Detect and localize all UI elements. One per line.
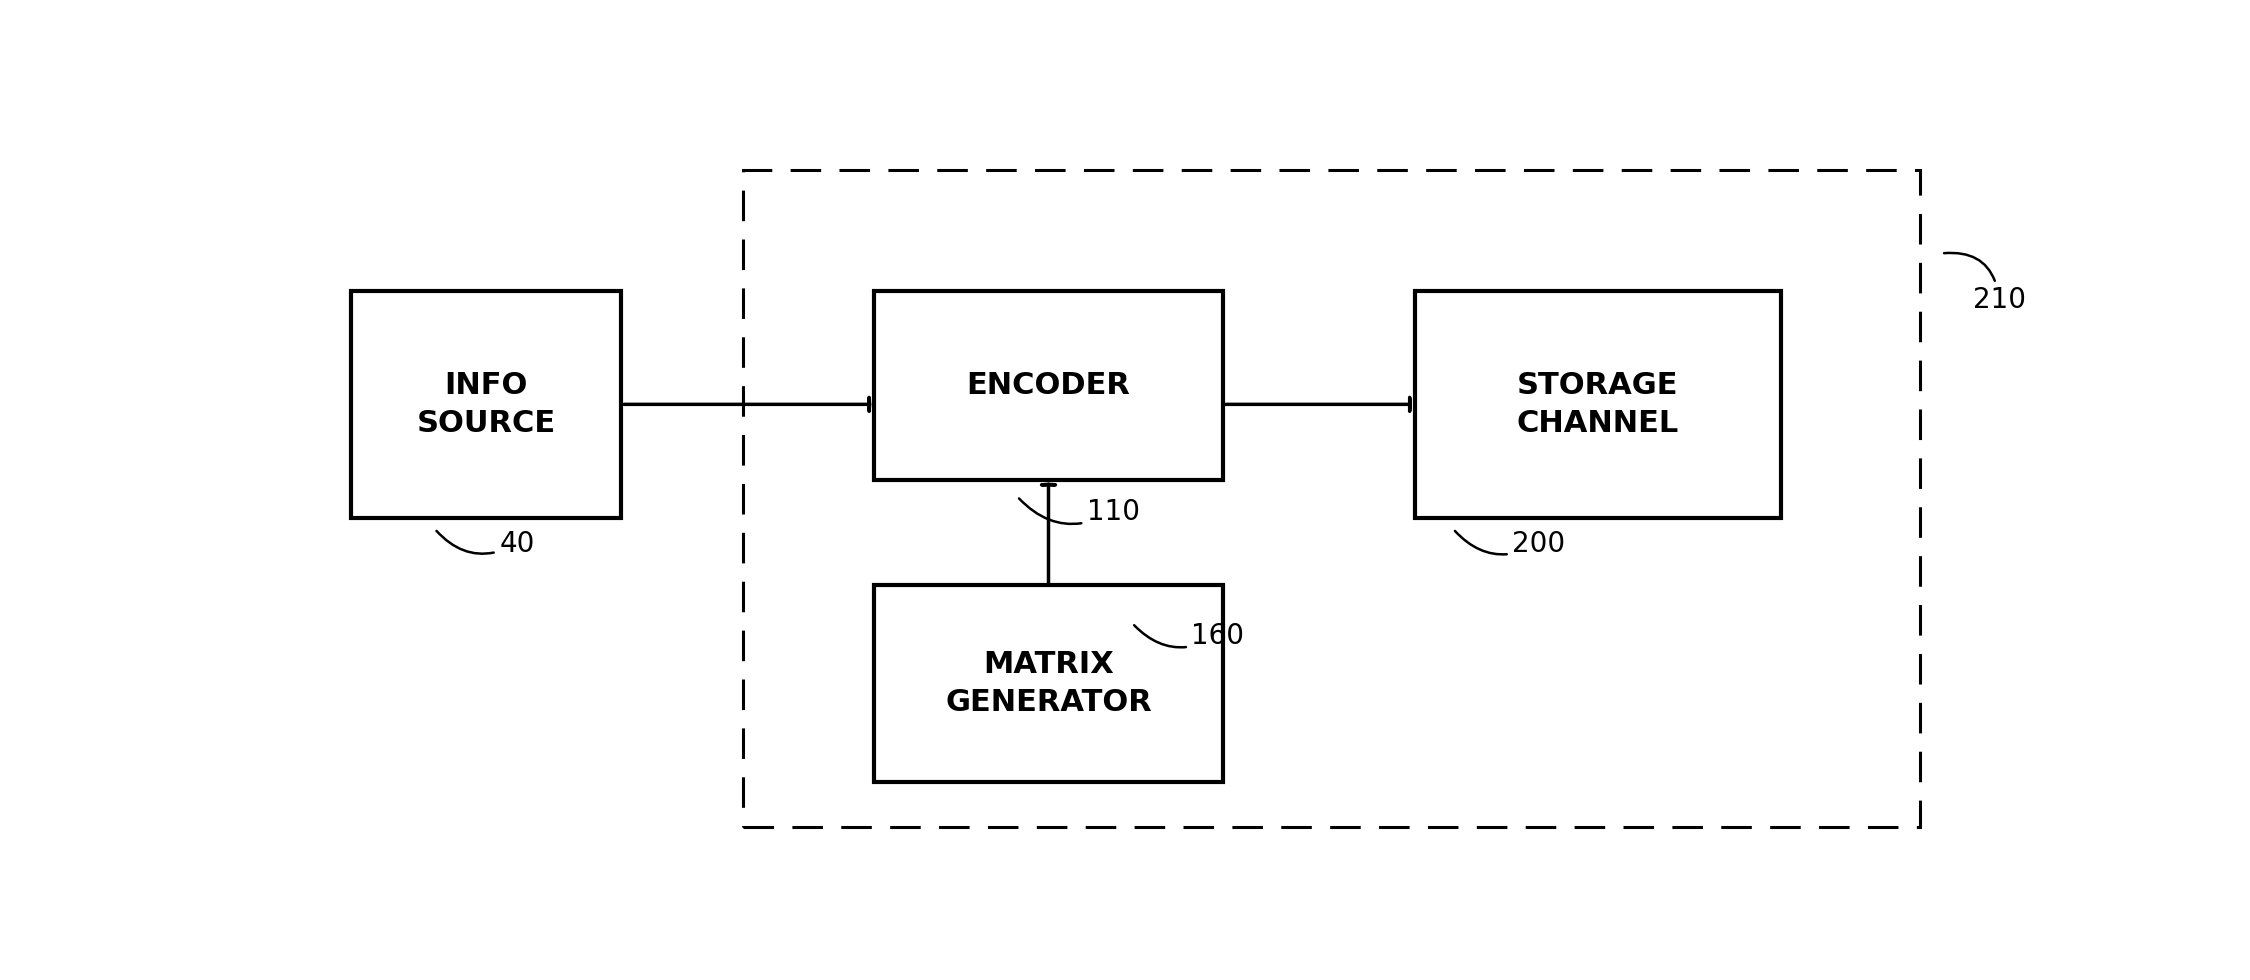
Text: 40: 40	[436, 530, 536, 558]
Bar	[873, 585, 1224, 782]
Text: 200: 200	[1456, 530, 1566, 558]
Text: STORAGE
CHANNEL: STORAGE CHANNEL	[1516, 370, 1678, 438]
Text: 110: 110	[1019, 498, 1141, 525]
Bar	[351, 291, 621, 517]
Text: MATRIX
GENERATOR: MATRIX GENERATOR	[945, 650, 1152, 717]
Bar	[1415, 291, 1782, 517]
Text: INFO
SOURCE: INFO SOURCE	[416, 370, 556, 438]
Text: 210: 210	[1944, 253, 2025, 315]
Bar	[742, 171, 1922, 827]
Bar	[873, 291, 1224, 480]
Text: ENCODER: ENCODER	[968, 371, 1130, 400]
Text: 160: 160	[1134, 622, 1244, 650]
